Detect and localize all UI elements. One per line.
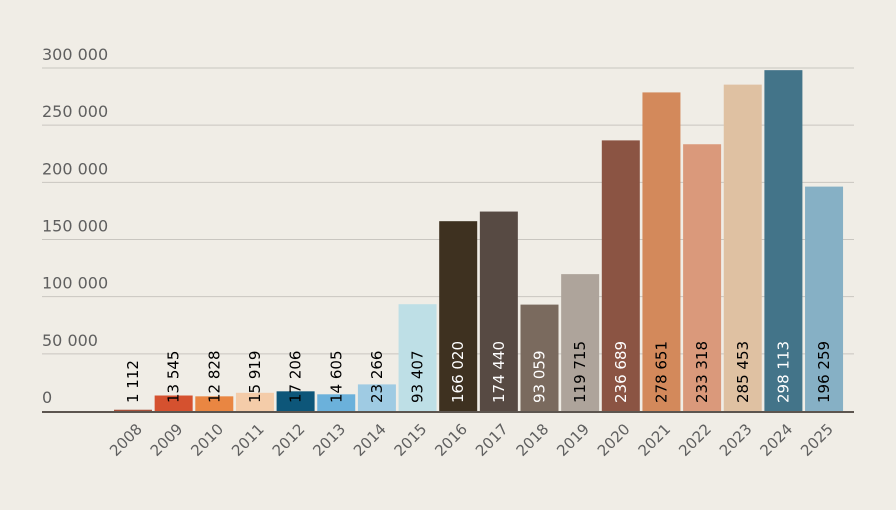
data-label: 236 689 [612,341,630,403]
data-labels: 1 112 13 545 12 828 15 919 17 206 14 605 23 26… [124,341,833,403]
bar-2015 [398,304,437,411]
y-tick-label: 50 000 [42,331,98,350]
data-label: 12 828 [205,351,223,404]
y-tick-label: 200 000 [42,159,108,178]
bar-2014 [357,384,396,411]
y-tick-label: 250 000 [42,102,108,121]
bar-2009 [154,395,193,411]
data-label: 1 112 [124,360,142,403]
data-label: 196 259 [815,341,833,403]
data-label: 23 266 [368,351,386,404]
bar-2019 [561,274,600,411]
bar-2020 [601,140,640,412]
data-label: 15 919 [246,351,264,404]
x-tick-label: 2009 [147,420,187,460]
x-tick-label: 2022 [675,420,715,460]
bar-2024 [764,70,803,411]
x-tick-label: 2016 [431,420,471,460]
x-tick-label: 2012 [269,420,309,460]
data-label: 174 440 [490,341,508,403]
data-label: 119 715 [571,341,589,403]
y-tick-label: 100 000 [42,274,108,293]
x-tick-label: 2013 [309,420,349,460]
data-label: 285 453 [734,341,752,403]
bar-2012 [276,391,315,411]
x-tick-label: 2008 [106,420,146,460]
x-tick-label: 2018 [513,420,553,460]
x-tick-label: 2011 [228,420,268,460]
bar-2022 [683,144,722,411]
data-label: 166 020 [449,341,467,403]
data-label: 298 113 [774,341,792,403]
y-axis-ticks: 0 50 000 100 000 150 000 200 000 250 000 300 0… [42,45,108,407]
data-label: 93 407 [409,351,427,404]
bar-2017 [479,211,518,411]
bar-2008 [114,409,152,411]
data-label: 233 318 [693,341,711,403]
x-axis-ticks: 2008 2009 2010 2011 2012 2013 2014 2015 2016 2017… [106,420,837,460]
data-label: 278 651 [652,341,670,403]
x-tick-label: 2015 [391,420,431,460]
data-label: 17 206 [287,351,305,404]
y-tick-label: 0 [42,388,52,407]
bar-2011 [235,392,274,411]
bar-2023 [723,84,762,411]
x-tick-label: 2017 [472,420,512,460]
bar-2016 [439,221,478,411]
data-label: 13 545 [165,351,183,404]
x-tick-label: 2021 [635,420,675,460]
x-tick-label: 2019 [553,420,593,460]
y-tick-label: 300 000 [42,45,108,64]
x-tick-label: 2024 [756,420,796,460]
x-tick-label: 2014 [350,420,390,460]
y-tick-label: 150 000 [42,217,108,236]
data-label: 14 605 [327,351,345,404]
bar-2013 [317,394,356,411]
data-label: 93 059 [531,351,549,404]
x-tick-label: 2020 [594,420,634,460]
bars [114,70,844,412]
x-tick-label: 2025 [797,420,837,460]
bar-2025 [805,186,844,411]
bar-2018 [520,304,559,411]
x-tick-label: 2010 [187,420,227,460]
bar-2021 [642,92,681,411]
bar-2010 [195,396,234,411]
x-tick-label: 2023 [716,420,756,460]
